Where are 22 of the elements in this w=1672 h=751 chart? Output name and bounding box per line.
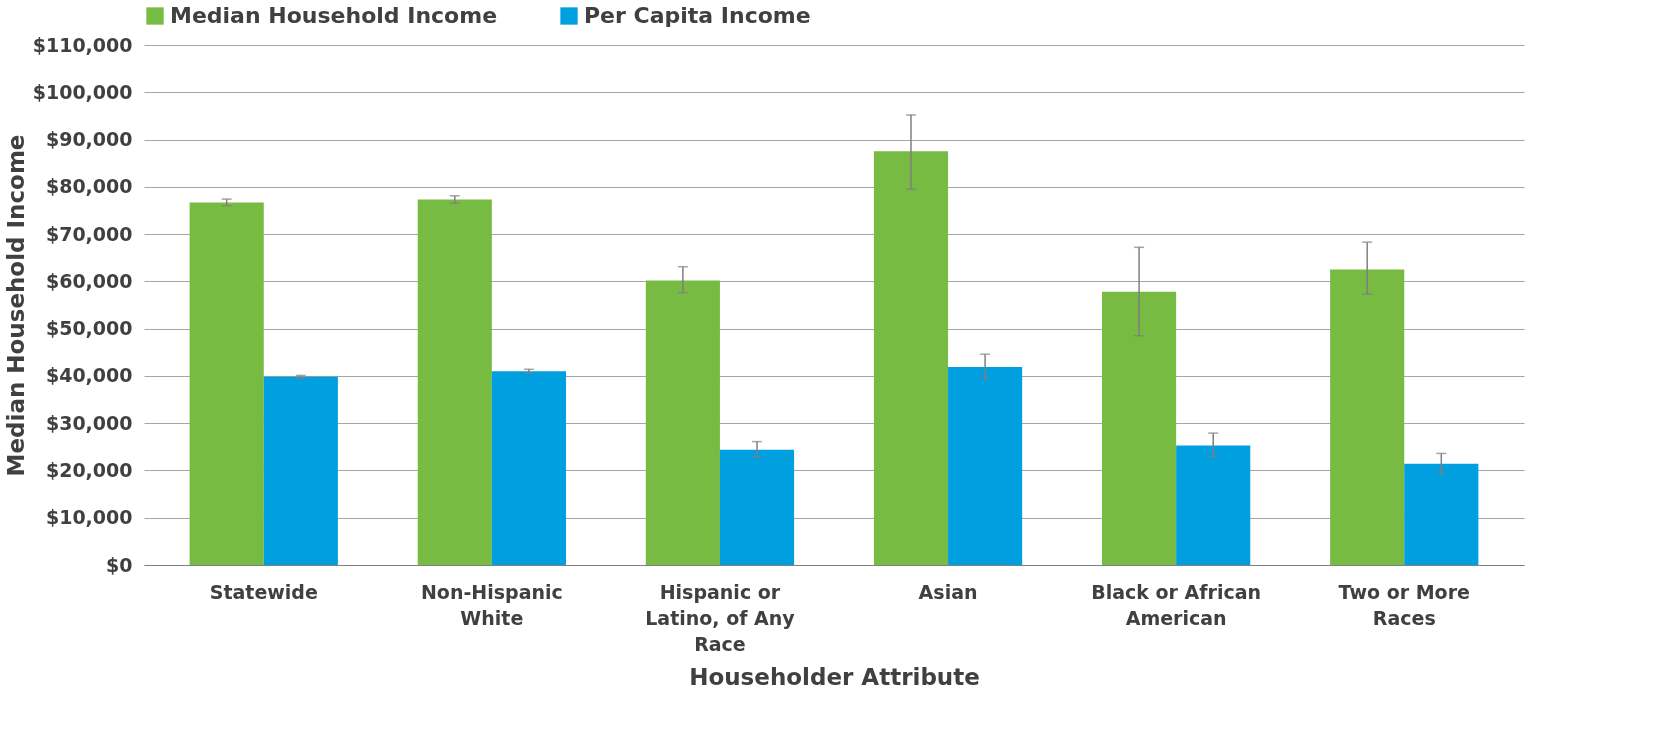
y-tick-label: $10,000 xyxy=(45,506,133,529)
y-tick-label: $50,000 xyxy=(45,317,133,340)
x-tick-label: Black or African American xyxy=(1091,580,1262,629)
x-tick-label: Two or More Races xyxy=(1338,580,1470,629)
y-tick-label: $0 xyxy=(106,553,133,576)
y-tick-label: $100,000 xyxy=(32,80,133,103)
legend-label: Per Capita Income xyxy=(584,3,811,28)
x-tick-label: Non-Hispanic White xyxy=(420,580,563,629)
y-tick-label: $30,000 xyxy=(45,411,133,434)
y-tick-label: $40,000 xyxy=(45,364,133,387)
y-tick-label: $80,000 xyxy=(45,175,133,198)
y-tick-label: $20,000 xyxy=(45,458,133,481)
y-axis-title: Median Household Income xyxy=(2,134,29,477)
x-axis-title: Householder Attribute xyxy=(689,663,980,690)
x-tick-label: Asian xyxy=(918,580,978,603)
legend-label: Median Household Income xyxy=(170,3,498,28)
x-tick-label: Statewide xyxy=(209,580,318,603)
y-tick-label: $110,000 xyxy=(32,33,133,56)
y-tick-label: $90,000 xyxy=(45,128,133,151)
y-tick-label: $70,000 xyxy=(45,222,133,245)
x-tick-label: Hispanic or Latino, of Any Race xyxy=(645,580,796,655)
y-tick-label: $60,000 xyxy=(45,269,133,292)
